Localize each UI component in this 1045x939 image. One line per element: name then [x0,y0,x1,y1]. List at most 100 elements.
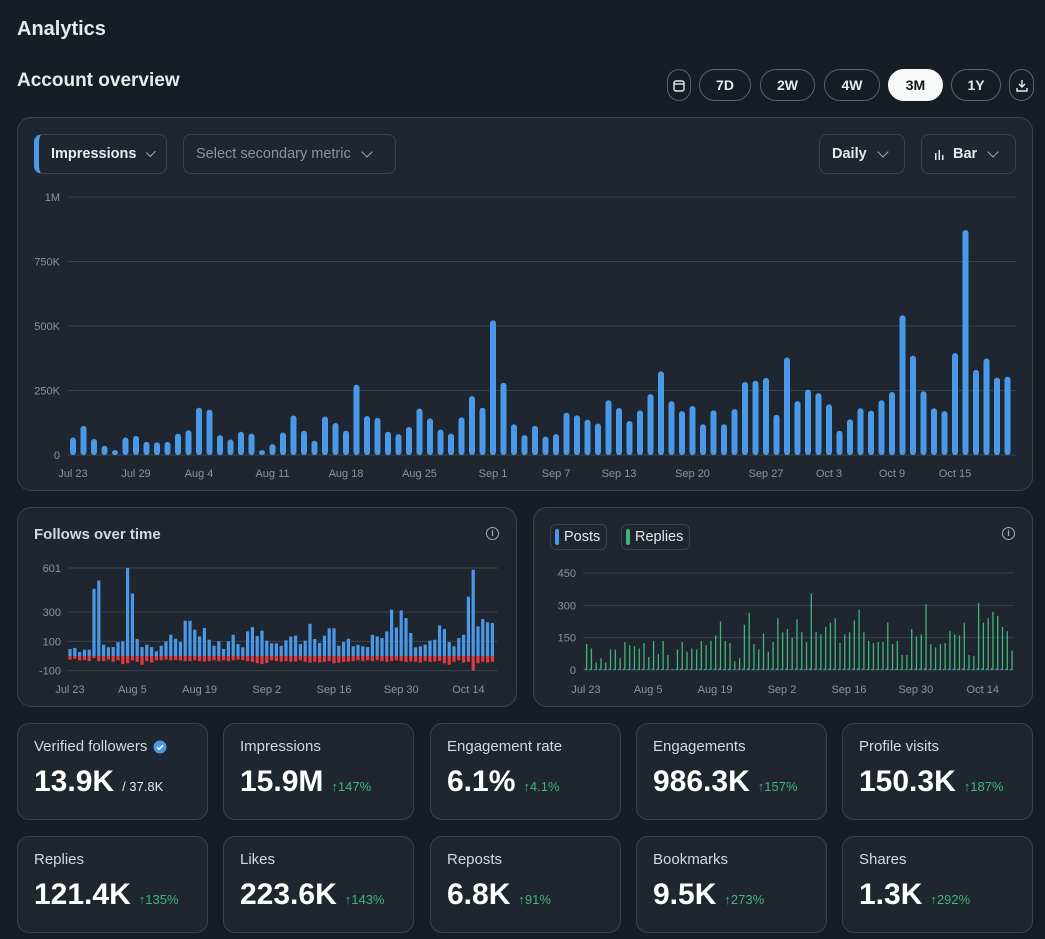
impressions-bar [574,415,580,455]
impressions-bar [994,377,1000,455]
legend-replies[interactable]: Replies [621,524,691,550]
follow-bar [159,645,163,656]
unfollow-bar [169,656,173,661]
reply-bar [743,624,746,670]
unfollow-bar [476,656,480,664]
stat-card-profile-visits[interactable]: Profile visits 150.3K ↑187% [842,723,1033,820]
info-icon[interactable]: i [1002,527,1015,540]
impressions-bar [836,430,843,455]
follow-bar [222,648,226,656]
follow-bar [342,642,346,656]
stat-label: Profile visits [859,738,1016,755]
follow-bar [135,639,139,656]
stat-label: Bookmarks [653,851,810,868]
follow-bar [418,646,422,656]
impressions-bar [878,400,885,455]
stat-label: Engagement rate [447,738,604,755]
post-bar [622,668,625,670]
reply-bar [715,635,717,670]
stat-card-likes[interactable]: Likes 223.6K ↑143% [223,836,414,933]
unfollow-bar [159,656,163,661]
post-bar [799,668,801,670]
impressions-bar [689,405,696,455]
post-bar [598,668,601,670]
reply-bar [786,629,789,670]
reply-bar [1006,631,1008,670]
x-tick-label: Sep 1 [479,468,508,480]
legend-posts[interactable]: Posts [550,524,608,550]
follow-bar [433,639,437,656]
stat-card-verified-followers[interactable]: Verified followers 13.9K / 37.8K [17,723,208,820]
follow-bar [97,580,101,656]
range-7d-button[interactable]: 7D [699,69,751,101]
reply-bar [738,658,741,670]
stat-value: 121.4K [34,878,131,911]
post-bar [780,668,782,670]
y-tick-label: 300 [558,600,576,612]
stat-card-engagement-rate[interactable]: Engagement rate 6.1% ↑4.1% [430,723,621,820]
reply-bar [1001,626,1004,670]
stat-card-impressions[interactable]: Impressions 15.9M ↑147% [223,723,414,820]
stat-value: 986.3K [653,765,750,798]
stat-card-bookmarks[interactable]: Bookmarks 9.5K ↑273% [636,836,827,933]
chart-type-dropdown[interactable]: Bar [921,134,1016,174]
y-tick-label: 1M [45,192,60,204]
impressions-bar [805,389,811,455]
stat-label: Engagements [653,738,810,755]
unfollow-bar [428,656,432,662]
unfollow-bar [82,656,86,661]
impressions-bar [185,430,192,455]
download-button[interactable] [1009,69,1034,101]
post-bar [723,668,725,670]
follow-bar [169,634,173,656]
range-3m-button[interactable]: 3M [888,69,943,101]
interval-dropdown[interactable]: Daily [819,134,905,174]
stat-card-reposts[interactable]: Reposts 6.8K ↑91% [430,836,621,933]
stat-value: 223.6K [240,878,337,911]
secondary-metric-placeholder: Select secondary metric [196,146,351,162]
download-icon [1015,79,1028,92]
unfollow-bar [414,656,418,662]
info-icon[interactable]: i [486,527,499,540]
follow-bar [322,635,326,656]
unfollow-bar [433,656,437,662]
stat-label-text: Profile visits [859,738,940,755]
post-bar [651,668,653,670]
y-tick-label: 150 [558,633,576,645]
post-bar [971,669,973,670]
unfollow-bar [202,656,206,662]
post-bar [943,668,945,670]
reply-bar [992,611,994,670]
range-2w-button[interactable]: 2W [760,69,815,101]
stat-label: Impressions [240,738,397,755]
unfollow-bar [481,656,485,662]
range-4w-button[interactable]: 4W [824,69,880,101]
impressions-bar [889,392,895,455]
range-1y-button[interactable]: 1Y [951,69,1001,101]
reply-bar [605,662,607,670]
follow-bar [404,618,408,656]
unfollow-bar [164,656,168,660]
impressions-bar [196,407,202,455]
impressions-bar [122,437,129,455]
primary-metric-dropdown[interactable]: Impressions [34,134,167,174]
reply-bar [977,603,980,670]
reply-bar [691,648,693,670]
post-bar [904,669,907,670]
calendar-button[interactable] [667,69,691,101]
post-bar [890,668,892,670]
post-bar [613,668,615,670]
unfollow-bar [207,656,211,662]
post-bar [665,669,668,670]
stat-card-engagements[interactable]: Engagements 986.3K ↑157% [636,723,827,820]
reply-bar [729,643,731,670]
stat-card-shares[interactable]: Shares 1.3K ↑292% [842,836,1033,933]
post-bar [699,668,701,670]
unfollow-bar [337,656,341,663]
post-bar [584,668,586,670]
post-bar [770,668,773,670]
stat-label-text: Reposts [447,851,503,868]
stat-card-replies[interactable]: Replies 121.4K ↑135% [17,836,208,933]
secondary-metric-dropdown[interactable]: Select secondary metric [183,134,396,174]
post-bar [823,668,825,670]
